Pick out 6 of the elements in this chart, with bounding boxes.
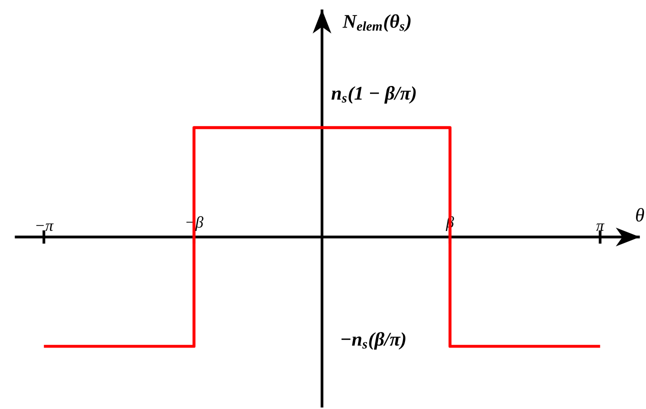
text: n$_{s}$(1 − β/π) bbox=[332, 86, 416, 104]
x-axis-title: θ bbox=[636, 208, 644, 222]
x-tick-label: π bbox=[596, 223, 604, 231]
annotation: −n$_{s}$(β/π) bbox=[342, 332, 406, 350]
y-axis-title: N$_{elem}$(θ$_{s}$) bbox=[342, 14, 411, 32]
x-tick-label: −π bbox=[36, 223, 54, 231]
